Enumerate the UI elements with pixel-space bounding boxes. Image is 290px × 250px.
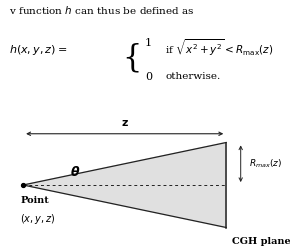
Text: Point: Point	[20, 196, 49, 205]
Text: otherwise.: otherwise.	[165, 72, 221, 80]
Text: v function $h$ can thus be defined as: v function $h$ can thus be defined as	[9, 4, 195, 16]
Text: $\mathbf{z}$: $\mathbf{z}$	[121, 118, 129, 128]
Text: 0: 0	[145, 72, 152, 82]
Text: $h(x, y, z) = $: $h(x, y, z) = $	[9, 43, 67, 57]
Text: 1: 1	[145, 38, 152, 48]
Text: $\boldsymbol{\theta}$: $\boldsymbol{\theta}$	[70, 166, 81, 179]
Text: $(x, y, z)$: $(x, y, z)$	[20, 212, 56, 226]
Text: if $\sqrt{x^2 + y^2} < R_{\mathrm{max}}(z)$: if $\sqrt{x^2 + y^2} < R_{\mathrm{max}}(…	[165, 38, 273, 58]
Text: {: {	[122, 42, 141, 74]
Polygon shape	[23, 142, 226, 228]
Text: CGH plane: CGH plane	[232, 238, 290, 246]
Text: $R_{max}(z)$: $R_{max}(z)$	[249, 158, 282, 170]
